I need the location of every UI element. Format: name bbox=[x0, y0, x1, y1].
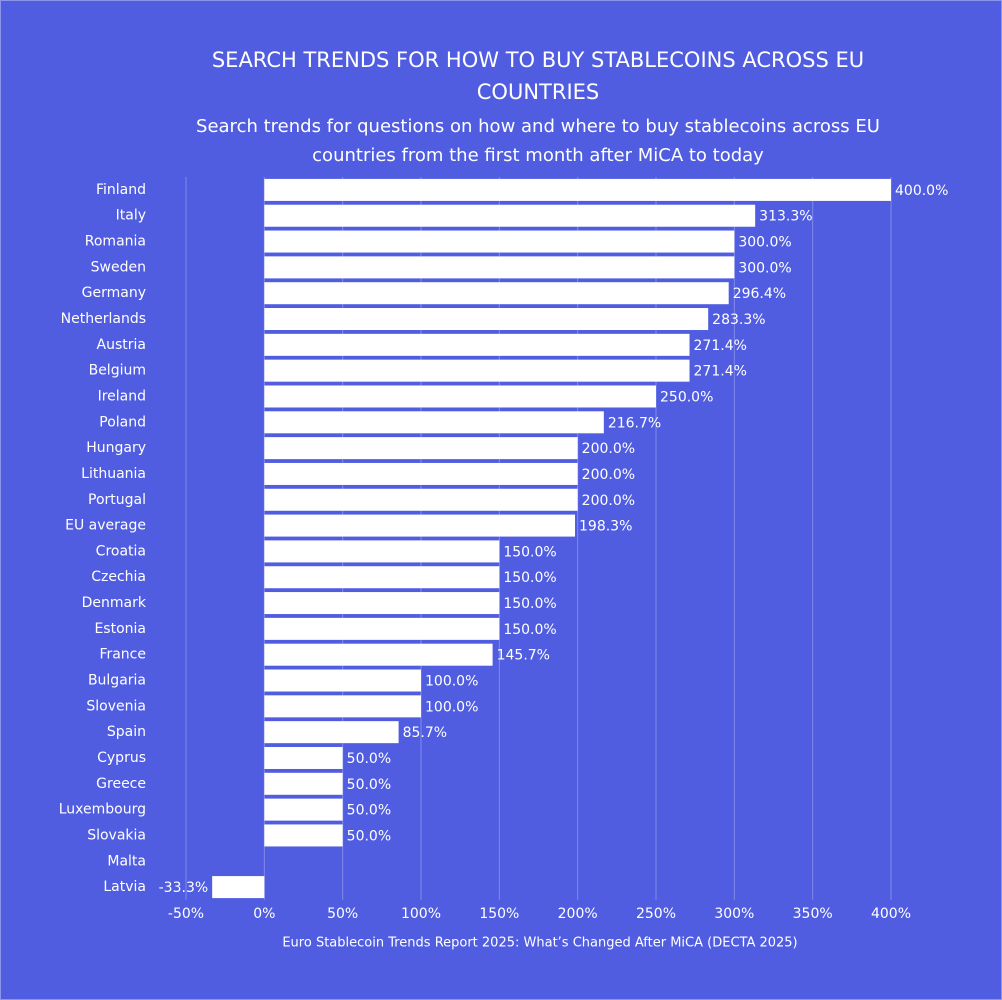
value-label: 313.3% bbox=[759, 209, 812, 225]
y-tick-label: Finland bbox=[96, 182, 146, 198]
value-label: 50.0% bbox=[347, 751, 391, 767]
y-tick-label: Belgium bbox=[89, 363, 146, 379]
value-label: 145.7% bbox=[497, 648, 550, 664]
value-label: 283.3% bbox=[712, 312, 765, 328]
value-label: 50.0% bbox=[347, 803, 391, 819]
value-label: 150.0% bbox=[503, 544, 556, 560]
chart-subtitle: Search trends for questions on how and w… bbox=[196, 116, 880, 166]
value-label: 400.0% bbox=[895, 183, 948, 199]
bar bbox=[264, 256, 735, 279]
source-note: Euro Stablecoin Trends Report 2025: What… bbox=[282, 936, 797, 951]
bar bbox=[264, 178, 891, 201]
x-tick-label: 0% bbox=[253, 906, 275, 922]
bar bbox=[264, 617, 500, 640]
bar bbox=[264, 462, 578, 485]
bar bbox=[264, 411, 604, 434]
value-label: 100.0% bbox=[425, 699, 478, 715]
y-tick-label: Latvia bbox=[103, 879, 146, 895]
bar bbox=[264, 282, 729, 305]
value-label: 85.7% bbox=[403, 725, 447, 741]
bar bbox=[264, 488, 578, 511]
y-tick-label: Spain bbox=[107, 724, 146, 740]
y-tick-label: Austria bbox=[97, 337, 146, 353]
x-tick-label: 200% bbox=[558, 906, 598, 922]
bar bbox=[264, 746, 343, 769]
value-label: 271.4% bbox=[694, 338, 747, 354]
value-label: 150.0% bbox=[503, 596, 556, 612]
x-tick-label: 150% bbox=[479, 906, 519, 922]
bar bbox=[264, 669, 421, 692]
value-label: 250.0% bbox=[660, 389, 713, 405]
y-tick-label: Slovakia bbox=[87, 827, 146, 843]
bar bbox=[212, 876, 265, 899]
y-tick-label: Italy bbox=[116, 208, 146, 224]
chart-title: SEARCH TRENDS FOR HOW TO BUY STABLECOINS… bbox=[211, 48, 865, 104]
value-label: 200.0% bbox=[582, 467, 635, 483]
x-tick-label: -50% bbox=[168, 906, 204, 922]
x-tick-label: 400% bbox=[871, 906, 911, 922]
y-tick-label: Germany bbox=[82, 285, 146, 301]
x-tick-label: 300% bbox=[714, 906, 754, 922]
bar bbox=[264, 333, 690, 356]
bar bbox=[264, 540, 500, 563]
y-tick-label: Slovenia bbox=[86, 698, 146, 714]
bar bbox=[264, 359, 690, 382]
y-tick-label: Ireland bbox=[98, 388, 146, 404]
bar bbox=[264, 204, 756, 227]
value-label: 216.7% bbox=[608, 415, 661, 431]
bar bbox=[264, 695, 421, 718]
y-tick-label: Romania bbox=[85, 234, 146, 250]
y-tick-label: Cyprus bbox=[97, 750, 146, 766]
bar bbox=[264, 772, 343, 795]
y-tick-label: Greece bbox=[96, 776, 146, 792]
y-tick-label: Lithuania bbox=[81, 466, 146, 482]
y-tick-label: Czechia bbox=[91, 569, 146, 585]
value-label: 150.0% bbox=[503, 570, 556, 586]
bar bbox=[264, 824, 343, 847]
bar bbox=[264, 566, 500, 589]
bar bbox=[264, 592, 500, 615]
bar bbox=[264, 437, 578, 460]
y-tick-label: Malta bbox=[107, 853, 146, 869]
value-label: 200.0% bbox=[582, 441, 635, 457]
y-tick-label: Denmark bbox=[82, 595, 147, 611]
bar bbox=[264, 308, 709, 331]
value-label: 296.4% bbox=[733, 286, 786, 302]
x-tick-label: 250% bbox=[636, 906, 676, 922]
bar bbox=[264, 514, 576, 537]
y-tick-label: Poland bbox=[99, 414, 146, 430]
value-label: 150.0% bbox=[503, 622, 556, 638]
y-tick-label: Bulgaria bbox=[88, 673, 146, 689]
y-tick-label: Hungary bbox=[86, 440, 146, 456]
bar bbox=[264, 643, 493, 666]
value-label: -33.3% bbox=[159, 880, 209, 896]
bar bbox=[264, 798, 343, 821]
value-label: 198.3% bbox=[579, 519, 632, 535]
y-tick-label: Estonia bbox=[94, 621, 146, 637]
x-tick-label: 100% bbox=[401, 906, 441, 922]
bar bbox=[264, 721, 399, 744]
value-label: 100.0% bbox=[425, 674, 478, 690]
x-tick-label: 50% bbox=[327, 906, 358, 922]
y-tick-label: Netherlands bbox=[61, 311, 146, 327]
bar bbox=[264, 230, 735, 253]
bar bbox=[264, 385, 656, 408]
value-label: 200.0% bbox=[582, 493, 635, 509]
value-label: 50.0% bbox=[347, 828, 391, 844]
value-label: 300.0% bbox=[738, 235, 791, 251]
y-tick-label: Portugal bbox=[88, 492, 146, 508]
y-tick-label: Croatia bbox=[96, 543, 146, 559]
y-tick-label: Luxembourg bbox=[59, 802, 146, 818]
y-tick-label: Sweden bbox=[91, 259, 146, 275]
y-tick-label: France bbox=[99, 647, 146, 663]
value-label: 300.0% bbox=[738, 260, 791, 276]
value-label: 271.4% bbox=[694, 364, 747, 380]
x-tick-label: 350% bbox=[793, 906, 833, 922]
value-label: 50.0% bbox=[347, 777, 391, 793]
y-tick-label: EU average bbox=[65, 518, 146, 534]
